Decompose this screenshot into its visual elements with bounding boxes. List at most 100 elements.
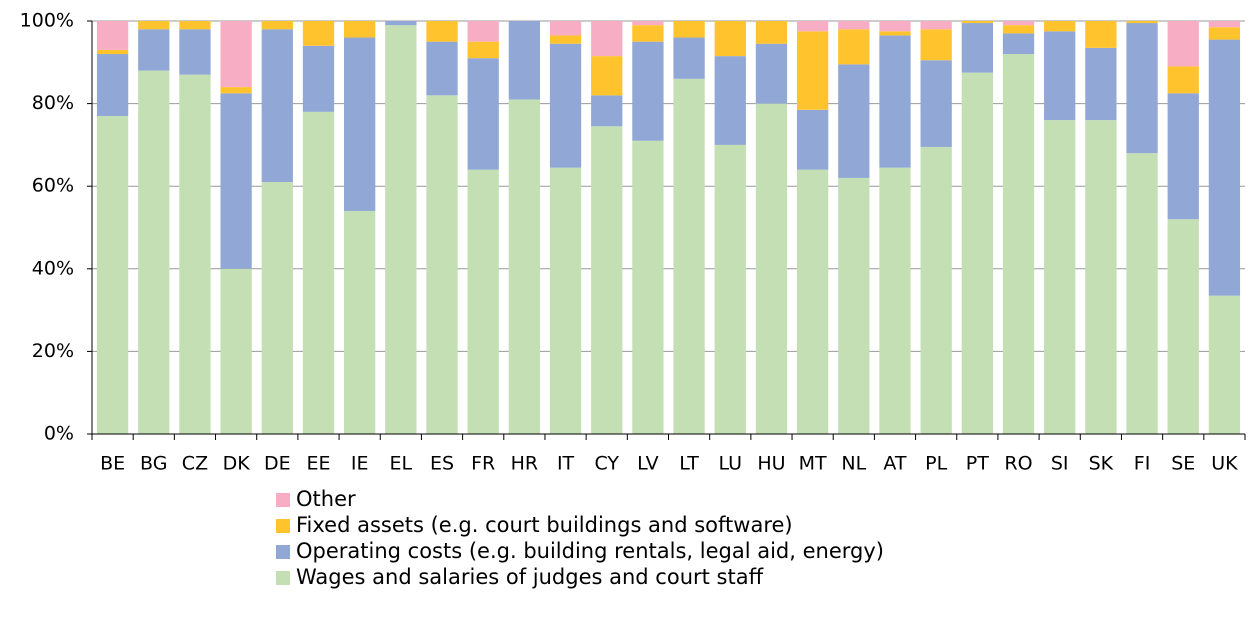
x-tick-label: EL (390, 453, 413, 475)
bar-segment (1002, 21, 1035, 26)
bar-segment (302, 111, 335, 435)
bar-segment (1167, 219, 1199, 434)
bar-segment (1126, 21, 1158, 24)
bar-segment (673, 21, 705, 38)
x-tick-label: PT (966, 453, 989, 475)
bar-segment (179, 74, 211, 434)
bar-segment (755, 21, 788, 44)
bar-segment (549, 35, 582, 44)
legend-swatch (276, 519, 290, 533)
bar-segment (261, 182, 293, 434)
bar-segment (632, 25, 664, 42)
x-tick-label: RO (1004, 453, 1032, 475)
y-tick-label: 20% (32, 340, 74, 362)
bar-segment (1167, 66, 1199, 94)
y-tick-label: 0% (44, 423, 74, 445)
x-tick-label: DK (223, 453, 251, 475)
x-tick-label: LT (679, 453, 699, 475)
bar-segment (426, 21, 458, 42)
x-tick-label: SE (1171, 453, 1195, 475)
legend-label: Other (296, 487, 356, 511)
x-tick-label: HU (757, 453, 785, 475)
bar-segment (426, 95, 458, 434)
bar-segment (220, 93, 252, 269)
bar-segment (591, 56, 623, 96)
bar-segment (714, 21, 746, 57)
bar-segment (467, 21, 499, 42)
x-tick-label: FR (471, 453, 495, 475)
x-tick-label: SK (1089, 453, 1114, 475)
bar-segment (1044, 21, 1076, 32)
y-tick-label: 40% (32, 257, 74, 279)
bar-segment (961, 23, 993, 73)
bar-segment (1002, 54, 1035, 434)
bar-segment (96, 54, 129, 116)
bar-segment (1208, 295, 1241, 434)
bar-segment (1002, 33, 1035, 55)
bar-segment (755, 103, 788, 434)
bar-segment (385, 21, 417, 26)
x-tick-label: LU (718, 453, 742, 475)
bar-segment (920, 146, 952, 434)
bar-segment (344, 37, 376, 211)
bar-segment (302, 21, 335, 46)
bar-segment (796, 21, 829, 32)
x-tick-label: CZ (182, 453, 208, 475)
x-tick-label: IT (557, 453, 575, 475)
bar-segment (1126, 23, 1158, 154)
bar-segment (879, 31, 911, 36)
bar-segment (508, 21, 541, 100)
x-tick-label: ES (430, 453, 454, 475)
bar-segment (796, 31, 829, 110)
bar-segment (179, 21, 211, 30)
bar-segment (755, 43, 788, 104)
bar-segment (632, 21, 664, 26)
bar-segment (1044, 31, 1076, 121)
bar-segment (138, 70, 170, 434)
bar-segment (1085, 21, 1117, 48)
bar-segment (302, 45, 335, 112)
legend-swatch (276, 571, 290, 585)
bar-segment (961, 21, 993, 24)
bar-segment (96, 49, 129, 55)
bar-segment (1044, 120, 1076, 435)
bar-segment (220, 268, 252, 434)
bar-segment (920, 21, 952, 30)
legend-label: Wages and salaries of judges and court s… (296, 565, 764, 589)
x-tick-label: AT (883, 453, 907, 475)
bar-segment (879, 21, 911, 32)
bar-segment (714, 144, 746, 434)
x-tick-label: IE (351, 453, 369, 475)
bar-segment (549, 21, 582, 36)
bar-segment (467, 41, 499, 59)
x-tick-label: BG (140, 453, 167, 475)
bar-segment (796, 109, 829, 170)
bar-segment (838, 29, 870, 65)
x-tick-label: CY (594, 453, 619, 475)
bar-segment (138, 21, 170, 30)
x-tick-label: DE (264, 453, 291, 475)
bar-segment (467, 58, 499, 170)
bar-segment (1167, 21, 1199, 67)
bar-segment (1208, 39, 1241, 296)
bar-segment (549, 43, 582, 168)
x-tick-label: UK (1211, 453, 1238, 475)
bar-segment (96, 21, 129, 50)
bar-segment (179, 29, 211, 75)
bar-segment (344, 21, 376, 38)
x-tick-label: EE (306, 453, 330, 475)
x-tick-label: LV (637, 453, 659, 475)
bar-segment (879, 35, 911, 168)
bar-segment (549, 167, 582, 435)
bar-segment (879, 167, 911, 435)
bar-segment (714, 56, 746, 145)
bar-segment (96, 115, 129, 435)
bar-segment (508, 99, 541, 434)
x-tick-label: BE (100, 453, 125, 475)
bar-segment (632, 140, 664, 434)
bar-segment (261, 21, 293, 30)
bar-segment (138, 29, 170, 71)
legend-label: Operating costs (e.g. building rentals, … (296, 539, 884, 563)
x-tick-label: MT (799, 453, 827, 475)
